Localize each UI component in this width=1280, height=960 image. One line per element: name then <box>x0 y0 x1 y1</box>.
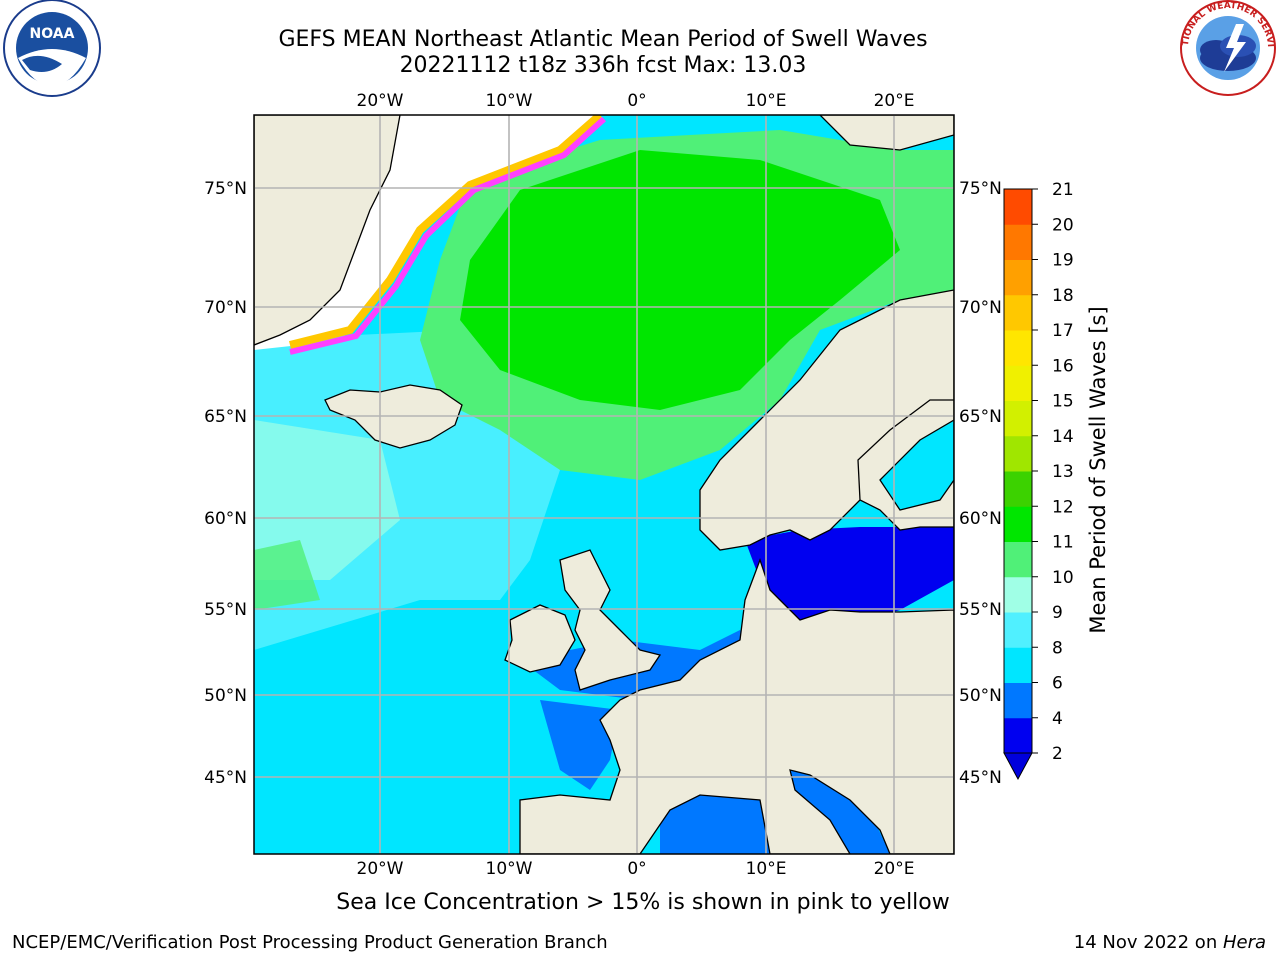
colorbar-segment <box>1004 682 1032 719</box>
lon-label-top: 10°W <box>486 91 533 111</box>
colorbar-tick-label: 10 <box>1052 568 1074 588</box>
lat-label-right: 50°N <box>959 686 1002 706</box>
colorbar-segment <box>1004 541 1032 578</box>
lat-label-left: 65°N <box>204 407 247 427</box>
colorbar-segment <box>1004 224 1032 260</box>
colorbar-segment <box>1004 259 1032 296</box>
lat-label-right: 45°N <box>959 768 1002 788</box>
colorbar-segment <box>1004 612 1032 648</box>
continental-europe <box>519 558 954 854</box>
map-frame <box>253 114 955 855</box>
colorbar-tick-label: 15 <box>1052 392 1074 412</box>
land <box>254 115 954 854</box>
lat-label-right: 75°N <box>959 179 1002 199</box>
footer-credit: NCEP/EMC/Verification Post Processing Pr… <box>12 932 608 953</box>
colorbar-segment <box>1004 330 1032 366</box>
colorbar-tick-label: 12 <box>1052 497 1074 517</box>
colorbar-segment <box>1004 506 1032 542</box>
lon-label-bottom: 20°W <box>357 859 404 879</box>
lon-label-top: 20°W <box>357 91 404 111</box>
noaa-logo-text: NOAA <box>30 26 75 42</box>
colorbar: 2 4 6 8 9 10 11 12 13 14 15 16 17 18 19 20 21 <box>1003 180 1074 781</box>
colorbar-segment <box>1004 189 1032 225</box>
colorbar-tick-label: 4 <box>1052 709 1063 729</box>
lat-label-left: 60°N <box>204 509 247 529</box>
colorbar-label: Mean Period of Swell Waves [s] <box>1086 306 1110 634</box>
colorbar-tick-label: 6 <box>1052 674 1063 694</box>
lon-label-top: 10°E <box>746 91 787 111</box>
colorbar-segment <box>1004 576 1032 613</box>
colorbar-tick-label: 21 <box>1052 180 1074 200</box>
map-subtitle: 20221112 t18z 336h fcst Max: 13.03 <box>399 53 807 78</box>
colorbar-tick-label: 2 <box>1052 744 1063 764</box>
lon-label-bottom: 10°W <box>486 859 533 879</box>
great-britain <box>559 549 662 691</box>
lat-label-left: 45°N <box>204 768 247 788</box>
colorbar-tick-label: 11 <box>1052 533 1074 553</box>
lon-label-bottom: 0° <box>627 859 646 879</box>
sea-ice-caption: Sea Ice Concentration > 15% is shown in … <box>336 890 950 915</box>
colorbar-tick-label: 13 <box>1052 462 1074 482</box>
colorbar-tick-label: 14 <box>1052 427 1074 447</box>
footer-date-text: 14 Nov 2022 on <box>1073 932 1223 953</box>
colorbar-under-arrow <box>1003 752 1033 781</box>
lat-label-left: 70°N <box>204 298 247 318</box>
colorbar-tick-label: 16 <box>1052 356 1074 376</box>
lat-label-right: 65°N <box>959 407 1002 427</box>
sea-ice-edge-yellow <box>289 115 603 349</box>
colorbar-segment <box>1004 294 1032 331</box>
colorbar-segment <box>1004 717 1032 754</box>
baltic-sea <box>745 527 954 628</box>
lat-label-left: 55°N <box>204 600 247 620</box>
lon-label-top: 20°E <box>874 91 915 111</box>
colorbar-segment <box>1004 365 1032 401</box>
lon-label-top: 0° <box>627 91 646 111</box>
colorbar-segment <box>1004 647 1032 683</box>
lon-label-bottom: 10°E <box>746 859 787 879</box>
graticule <box>254 115 954 854</box>
colorbar-tick-label: 9 <box>1052 603 1063 623</box>
colorbar-tick-label: 17 <box>1052 321 1074 341</box>
map-area <box>254 115 954 854</box>
svalbard <box>819 115 954 151</box>
scandinavia <box>699 289 954 551</box>
lat-label-left: 50°N <box>204 686 247 706</box>
nws-logo: NATIONAL WEATHER SERVICE <box>1176 0 1276 96</box>
colorbar-tick-label: 8 <box>1052 638 1063 658</box>
lat-label-right: 60°N <box>959 509 1002 529</box>
colorbar-tick-label: 18 <box>1052 286 1074 306</box>
lat-label-right: 55°N <box>959 600 1002 620</box>
lat-label-right: 70°N <box>959 298 1002 318</box>
footer-machine: Hera <box>1222 932 1266 953</box>
colorbar-tick-label: 20 <box>1052 215 1074 235</box>
colorbar-tick-label: 19 <box>1052 251 1074 271</box>
colorbar-segment <box>1004 435 1032 472</box>
footer-date: 14 Nov 2022 on Hera <box>1074 932 1266 953</box>
sea-ice-edge-pink <box>289 116 607 355</box>
lon-label-bottom: 20°E <box>874 859 915 879</box>
map-title: GEFS MEAN Northeast Atlantic Mean Period… <box>278 27 928 52</box>
colorbar-segment <box>1004 471 1032 507</box>
colorbar-segment <box>1004 400 1032 437</box>
lat-label-left: 75°N <box>204 179 247 199</box>
greenland <box>254 115 401 346</box>
noaa-logo: NOAA <box>3 0 101 97</box>
